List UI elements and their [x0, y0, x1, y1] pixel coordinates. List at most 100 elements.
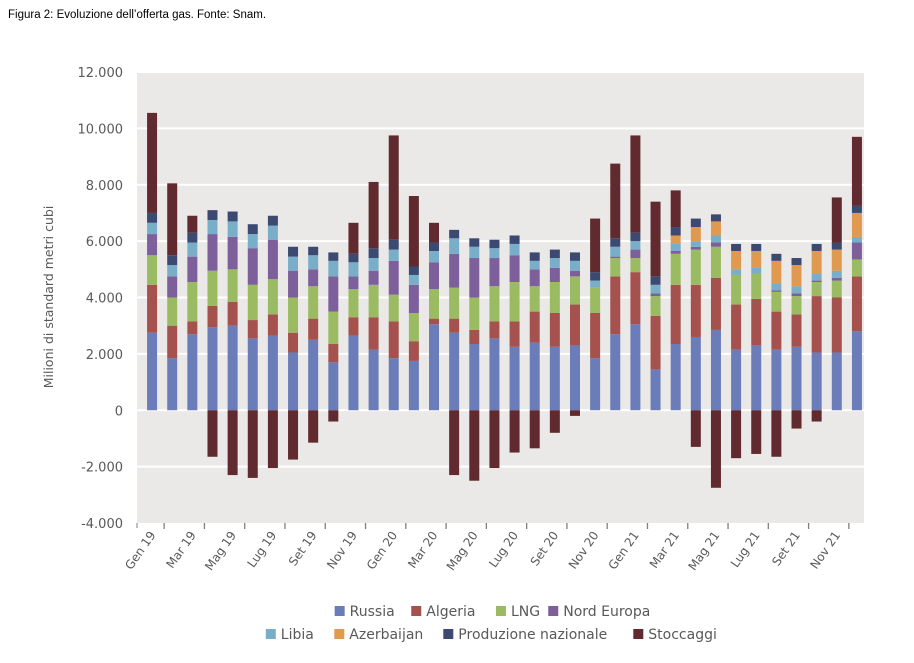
bar-segment-lng [187, 281, 198, 322]
bar-segment-lng [469, 297, 480, 330]
x-tick-label: Mag 21 [685, 529, 722, 573]
bar-stack [731, 243, 742, 459]
bar-segment-russia [791, 346, 802, 411]
bar-segment-algeria [429, 318, 440, 325]
bar-segment-nord-europa [710, 242, 721, 247]
bar-segment-stoccaggi [368, 181, 379, 249]
bar-segment-produzione-nazionale [489, 239, 500, 249]
bar-segment-nord-europa [328, 276, 339, 312]
bar-segment-stoccaggi [791, 410, 802, 429]
bar-segment-lng [710, 246, 721, 278]
bar-segment-nord-europa [650, 293, 661, 297]
bar-segment-russia [771, 349, 782, 411]
bar-segment-algeria [449, 318, 460, 333]
bar-segment-nord-europa [207, 234, 218, 271]
bar-segment-russia [811, 352, 822, 411]
bar-segment-stoccaggi [247, 410, 258, 478]
bar-segment-algeria [670, 284, 681, 345]
y-tick-label: -4.000 [81, 517, 123, 532]
bar-segment-lng [308, 286, 319, 319]
bar-segment-nord-europa [187, 256, 198, 282]
bar-segment-produzione-nazionale [791, 258, 802, 266]
bar-segment-stoccaggi [831, 197, 842, 243]
y-axis-label: Milioni di standard metri cubi [41, 206, 56, 389]
bar-segment-produzione-nazionale [811, 243, 822, 251]
bar-segment-libia [267, 225, 278, 240]
bar-stack [590, 218, 601, 411]
bar-segment-russia [368, 349, 379, 411]
bar-segment-stoccaggi [489, 410, 500, 469]
bar-segment-russia [429, 324, 440, 411]
bar-segment-produzione-nazionale [670, 227, 681, 236]
x-tick-label: Gen 21 [606, 529, 642, 573]
bar-segment-russia [167, 358, 178, 411]
bar-stack [288, 246, 299, 460]
x-tick-label: Mar 19 [163, 529, 198, 571]
bar-segment-produzione-nazionale [590, 272, 601, 281]
bar-segment-stoccaggi [429, 222, 440, 243]
bar-segment-produzione-nazionale [690, 218, 701, 228]
legend: Russia Algeria LNG Nord Europa Libia Azerbaij… [265, 604, 717, 643]
bar-segment-algeria [388, 321, 399, 359]
bar-segment-libia [831, 270, 842, 278]
bar-segment-produzione-nazionale [388, 239, 399, 250]
bars [147, 112, 862, 488]
bar-segment-produzione-nazionale [831, 242, 842, 250]
bar-segment-lng [288, 297, 299, 333]
bar-stack [308, 246, 319, 443]
bar-stack [670, 190, 681, 411]
bar-segment-stoccaggi [267, 410, 278, 469]
bar-segment-lng [670, 253, 681, 285]
bar-segment-lng [449, 287, 460, 319]
bar-stack [710, 214, 721, 488]
bar-segment-stoccaggi [610, 163, 621, 239]
bar-segment-russia [308, 339, 319, 411]
bar-segment-libia [388, 249, 399, 261]
bar-segment-produzione-nazionale [308, 246, 319, 256]
x-tick-label: Mar 21 [647, 529, 682, 571]
bar-segment-produzione-nazionale [851, 205, 862, 213]
bar-segment-lng [388, 294, 399, 322]
bar-segment-algeria [811, 296, 822, 353]
bar-segment-lng [429, 289, 440, 319]
bar-segment-libia [690, 241, 701, 247]
x-tick-label: Mag 19 [202, 529, 239, 573]
bar-segment-stoccaggi [187, 215, 198, 233]
bar-stack [751, 243, 762, 454]
bar-segment-azerbaijan [811, 250, 822, 274]
bar-segment-russia [630, 324, 641, 411]
bar-segment-produzione-nazionale [247, 224, 258, 235]
y-tick-label: 8.000 [86, 179, 123, 194]
bar-segment-libia [731, 269, 742, 275]
legend-label: Libia [281, 627, 314, 643]
bar-stack [449, 229, 460, 476]
bar-segment-russia [731, 349, 742, 411]
bar-segment-algeria [590, 313, 601, 359]
bar-segment-russia [227, 325, 238, 411]
bar-segment-libia [771, 283, 782, 291]
bar-segment-produzione-nazionale [408, 266, 419, 275]
x-tick-label: Nov 21 [807, 529, 843, 572]
bar-segment-algeria [509, 321, 520, 347]
bar-segment-russia [348, 335, 359, 411]
bar-segment-stoccaggi [147, 112, 158, 213]
legend-label: Algeria [426, 604, 475, 620]
bar-segment-russia [247, 338, 258, 411]
bar-segment-libia [590, 280, 601, 288]
legend-item-russia: Russia [334, 604, 395, 620]
legend-swatch [495, 606, 506, 616]
bar-segment-lng [408, 313, 419, 342]
bar-segment-libia [650, 284, 661, 294]
legend-item-nord-europa: Nord Europa [548, 604, 650, 620]
bar-segment-nord-europa [227, 236, 238, 270]
bar-segment-algeria [408, 341, 419, 361]
bar-segment-algeria [288, 332, 299, 353]
bar-segment-libia [167, 265, 178, 277]
y-tick-label: 0 [115, 404, 123, 419]
bar-segment-azerbaijan [771, 260, 782, 284]
legend-swatch [411, 606, 422, 616]
bar-segment-produzione-nazionale [147, 212, 158, 223]
bar-segment-lng [690, 249, 701, 285]
bar-segment-produzione-nazionale [630, 232, 641, 242]
